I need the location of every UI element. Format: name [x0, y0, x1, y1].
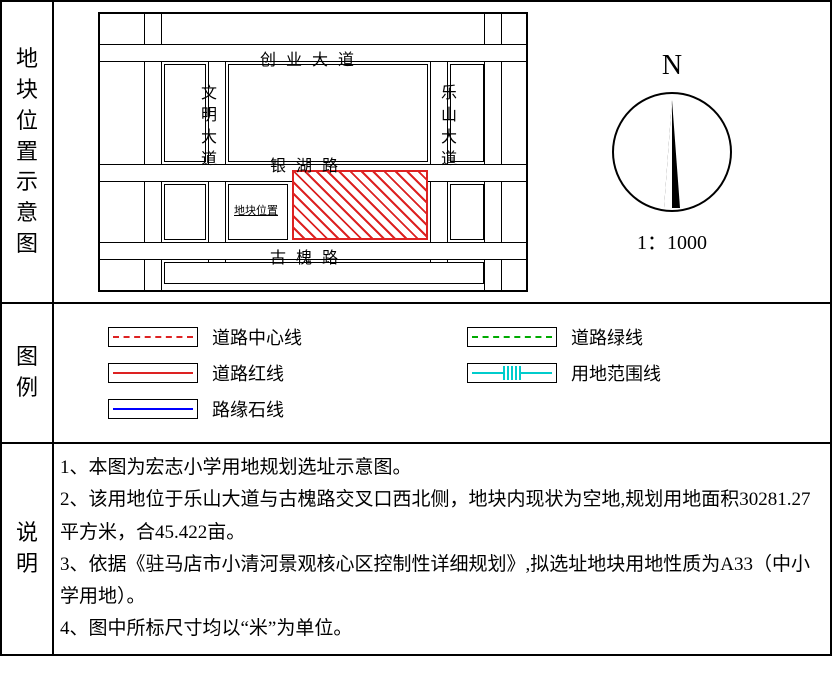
block-sw1	[164, 184, 206, 240]
label-notes: 说明	[2, 444, 54, 654]
row-notes: 说明 1、本图为宏志小学用地规划选址示意图。 2、该用地位于乐山大道与古槐路交叉…	[2, 444, 830, 654]
compass: N 1：1000	[528, 50, 816, 255]
label-map-text: 地块位置示意图	[16, 44, 38, 260]
legend-curbline: 路缘石线	[108, 396, 417, 422]
notes-content: 1、本图为宏志小学用地规划选址示意图。 2、该用地位于乐山大道与古槐路交叉口西北…	[54, 444, 830, 654]
block-n	[228, 64, 428, 162]
label-yinhu: 银湖路	[270, 152, 348, 176]
scale-text: 1：1000	[637, 226, 707, 255]
compass-circle	[612, 92, 732, 212]
location-map: 地块位置 创业大道 银湖路 古槐路 文明大道 乐山大道	[98, 12, 528, 292]
planning-sheet: 地块位置示意图	[0, 0, 832, 656]
parcel	[292, 170, 428, 240]
legend-redline-text: 道路红线	[212, 360, 284, 386]
label-legend-text: 图例	[16, 342, 38, 404]
legend-greenline-text: 道路绿线	[571, 324, 643, 350]
note-2: 2、该用地位于乐山大道与古槐路交叉口西北侧，地块内现状为空地,规划用地面积302…	[60, 484, 824, 549]
row-map: 地块位置示意图	[2, 2, 830, 304]
swatch-redline	[113, 372, 193, 374]
block-se	[450, 184, 484, 240]
legend-greenline: 道路绿线	[467, 324, 776, 350]
swatch-centerline	[113, 336, 193, 338]
note-1: 1、本图为宏志小学用地规划选址示意图。	[60, 452, 824, 484]
swatch-landline-hatch	[503, 366, 521, 380]
swatch-curbline	[113, 408, 193, 410]
legend-centerline-text: 道路中心线	[212, 324, 302, 350]
parcel-label: 地块位置	[234, 202, 278, 218]
swatch-greenline	[472, 336, 552, 338]
label-notes-text: 说明	[16, 518, 38, 580]
label-leshan: 乐山大道	[434, 84, 458, 172]
compass-needle	[664, 100, 680, 208]
legend-centerline: 道路中心线	[108, 324, 417, 350]
legend-landline-text: 用地范围线	[571, 360, 661, 386]
label-wenming: 文明大道	[194, 84, 218, 172]
note-4: 4、图中所标尺寸均以“米”为单位。	[60, 613, 824, 645]
label-legend: 图例	[2, 304, 54, 442]
legend-redline: 道路红线	[108, 360, 417, 386]
compass-north: N	[662, 50, 682, 82]
row-legend: 图例 道路中心线 道路绿线 道路红线	[2, 304, 830, 444]
legend-content: 道路中心线 道路绿线 道路红线 用地范围线	[54, 304, 830, 442]
map-content: 地块位置 创业大道 银湖路 古槐路 文明大道 乐山大道 N 1：1000	[54, 2, 830, 302]
legend-landline: 用地范围线	[467, 360, 776, 386]
note-3: 3、依据《驻马店市小清河景观核心区控制性详细规划》,拟选址地块用地性质为A33（…	[60, 549, 824, 614]
legend-curbline-text: 路缘石线	[212, 396, 284, 422]
label-chuangye: 创业大道	[260, 46, 364, 70]
label-guhuai: 古槐路	[270, 244, 348, 268]
label-map: 地块位置示意图	[2, 2, 54, 302]
